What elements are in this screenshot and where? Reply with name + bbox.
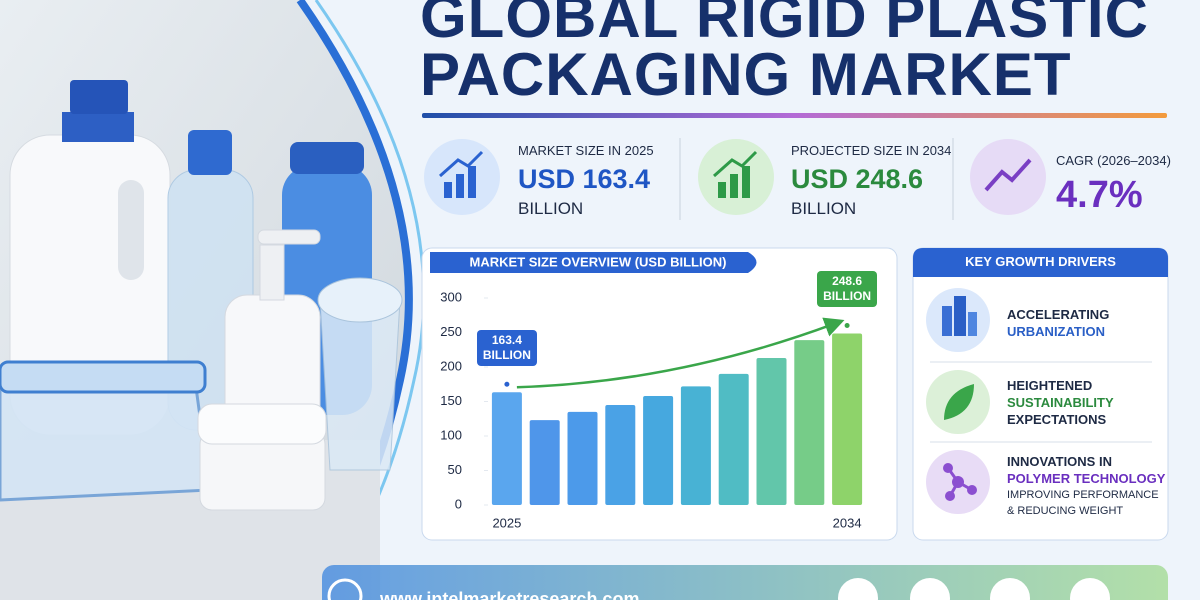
trend-arrow: [516, 317, 845, 389]
stat-icon: [970, 139, 1046, 215]
bar: [680, 386, 711, 505]
driver-text: & REDUCING WEIGHT: [1007, 505, 1124, 517]
chart-title: MARKET SIZE OVERVIEW (USD BILLION): [470, 254, 727, 269]
title-rule: [422, 113, 1167, 118]
bar: [718, 373, 749, 505]
stat-label: PROJECTED SIZE IN 2034: [791, 143, 952, 158]
driver-text: EXPECTATIONS: [1007, 412, 1107, 427]
footer-bar: [322, 565, 1168, 600]
stat-value: 4.7%: [1056, 174, 1143, 216]
bar: [529, 420, 560, 505]
stat-label: MARKET SIZE IN 2025: [518, 143, 654, 158]
driver: INNOVATIONS IN POLYMER TECHNOLOGY IMPROV…: [1007, 453, 1165, 519]
stat-icon: [698, 139, 774, 215]
pump-bottle: [224, 229, 321, 436]
drivers-title: KEY GROWTH DRIVERS: [965, 254, 1116, 269]
stat-value: USD 163.4: [518, 164, 651, 194]
cup: [317, 277, 403, 471]
chart-header: [430, 252, 757, 273]
title: PACKAGING MARKET: [420, 41, 1072, 108]
y-tick-label: 50: [448, 462, 462, 477]
stat-value: USD 248.6: [791, 164, 924, 194]
x-tick-label: 2025: [492, 515, 521, 530]
data-label: 163.4 BILLION: [476, 330, 537, 367]
driver: HEIGHTENED SUSTAINABILITY EXPECTATIONS: [1007, 377, 1114, 428]
bar: [756, 358, 787, 505]
data-label: 248.6 BILLION: [817, 271, 878, 308]
bottle: [9, 80, 171, 436]
driver-icon: [926, 370, 990, 434]
driver-icon: [926, 288, 990, 352]
container: [0, 360, 212, 502]
drivers-header: [913, 248, 1168, 277]
y-tick-label: 250: [440, 324, 462, 339]
driver-icon: [926, 450, 990, 514]
driver-text: INNOVATIONS IN: [1007, 454, 1112, 469]
stat-icon: [424, 139, 500, 215]
bar: [643, 395, 674, 505]
title: GLOBAL RIGID PLASTIC: [420, 0, 1149, 50]
driver: ACCELERATING URBANIZATION: [1007, 306, 1109, 340]
y-tick-label: 300: [440, 289, 462, 304]
bar: [832, 333, 863, 505]
jar: [197, 403, 327, 511]
footer-icon: [910, 578, 950, 600]
footer-icon: [838, 578, 878, 600]
bar: [491, 392, 522, 505]
globe-icon: [327, 578, 363, 600]
stat-unit: BILLION: [518, 199, 584, 218]
stat-label: CAGR (2026–2034): [1056, 153, 1171, 168]
website[interactable]: www.intelmarketresearch.com: [380, 589, 640, 600]
footer-icon: [990, 578, 1030, 600]
y-tick-label: 150: [440, 393, 462, 408]
driver-text: IMPROVING PERFORMANCE: [1007, 489, 1159, 501]
driver-text: SUSTAINABILITY: [1007, 395, 1114, 410]
driver-text: HEIGHTENED: [1007, 378, 1093, 393]
y-tick-label: 200: [440, 358, 462, 373]
stat-unit: BILLION: [791, 199, 857, 218]
y-tick-label: 100: [440, 427, 462, 442]
bar: [605, 404, 636, 505]
driver-text: ACCELERATING: [1007, 307, 1110, 322]
footer-icon: [1070, 578, 1110, 600]
callout-dot: [844, 322, 850, 328]
y-tick-label: 0: [455, 496, 462, 511]
bar: [567, 411, 598, 505]
bar: [794, 340, 825, 505]
x-tick-label: 2034: [833, 515, 862, 530]
callout-dot: [504, 381, 510, 387]
driver-text: POLYMER TECHNOLOGY: [1007, 471, 1166, 486]
driver-text: URBANIZATION: [1007, 324, 1105, 339]
